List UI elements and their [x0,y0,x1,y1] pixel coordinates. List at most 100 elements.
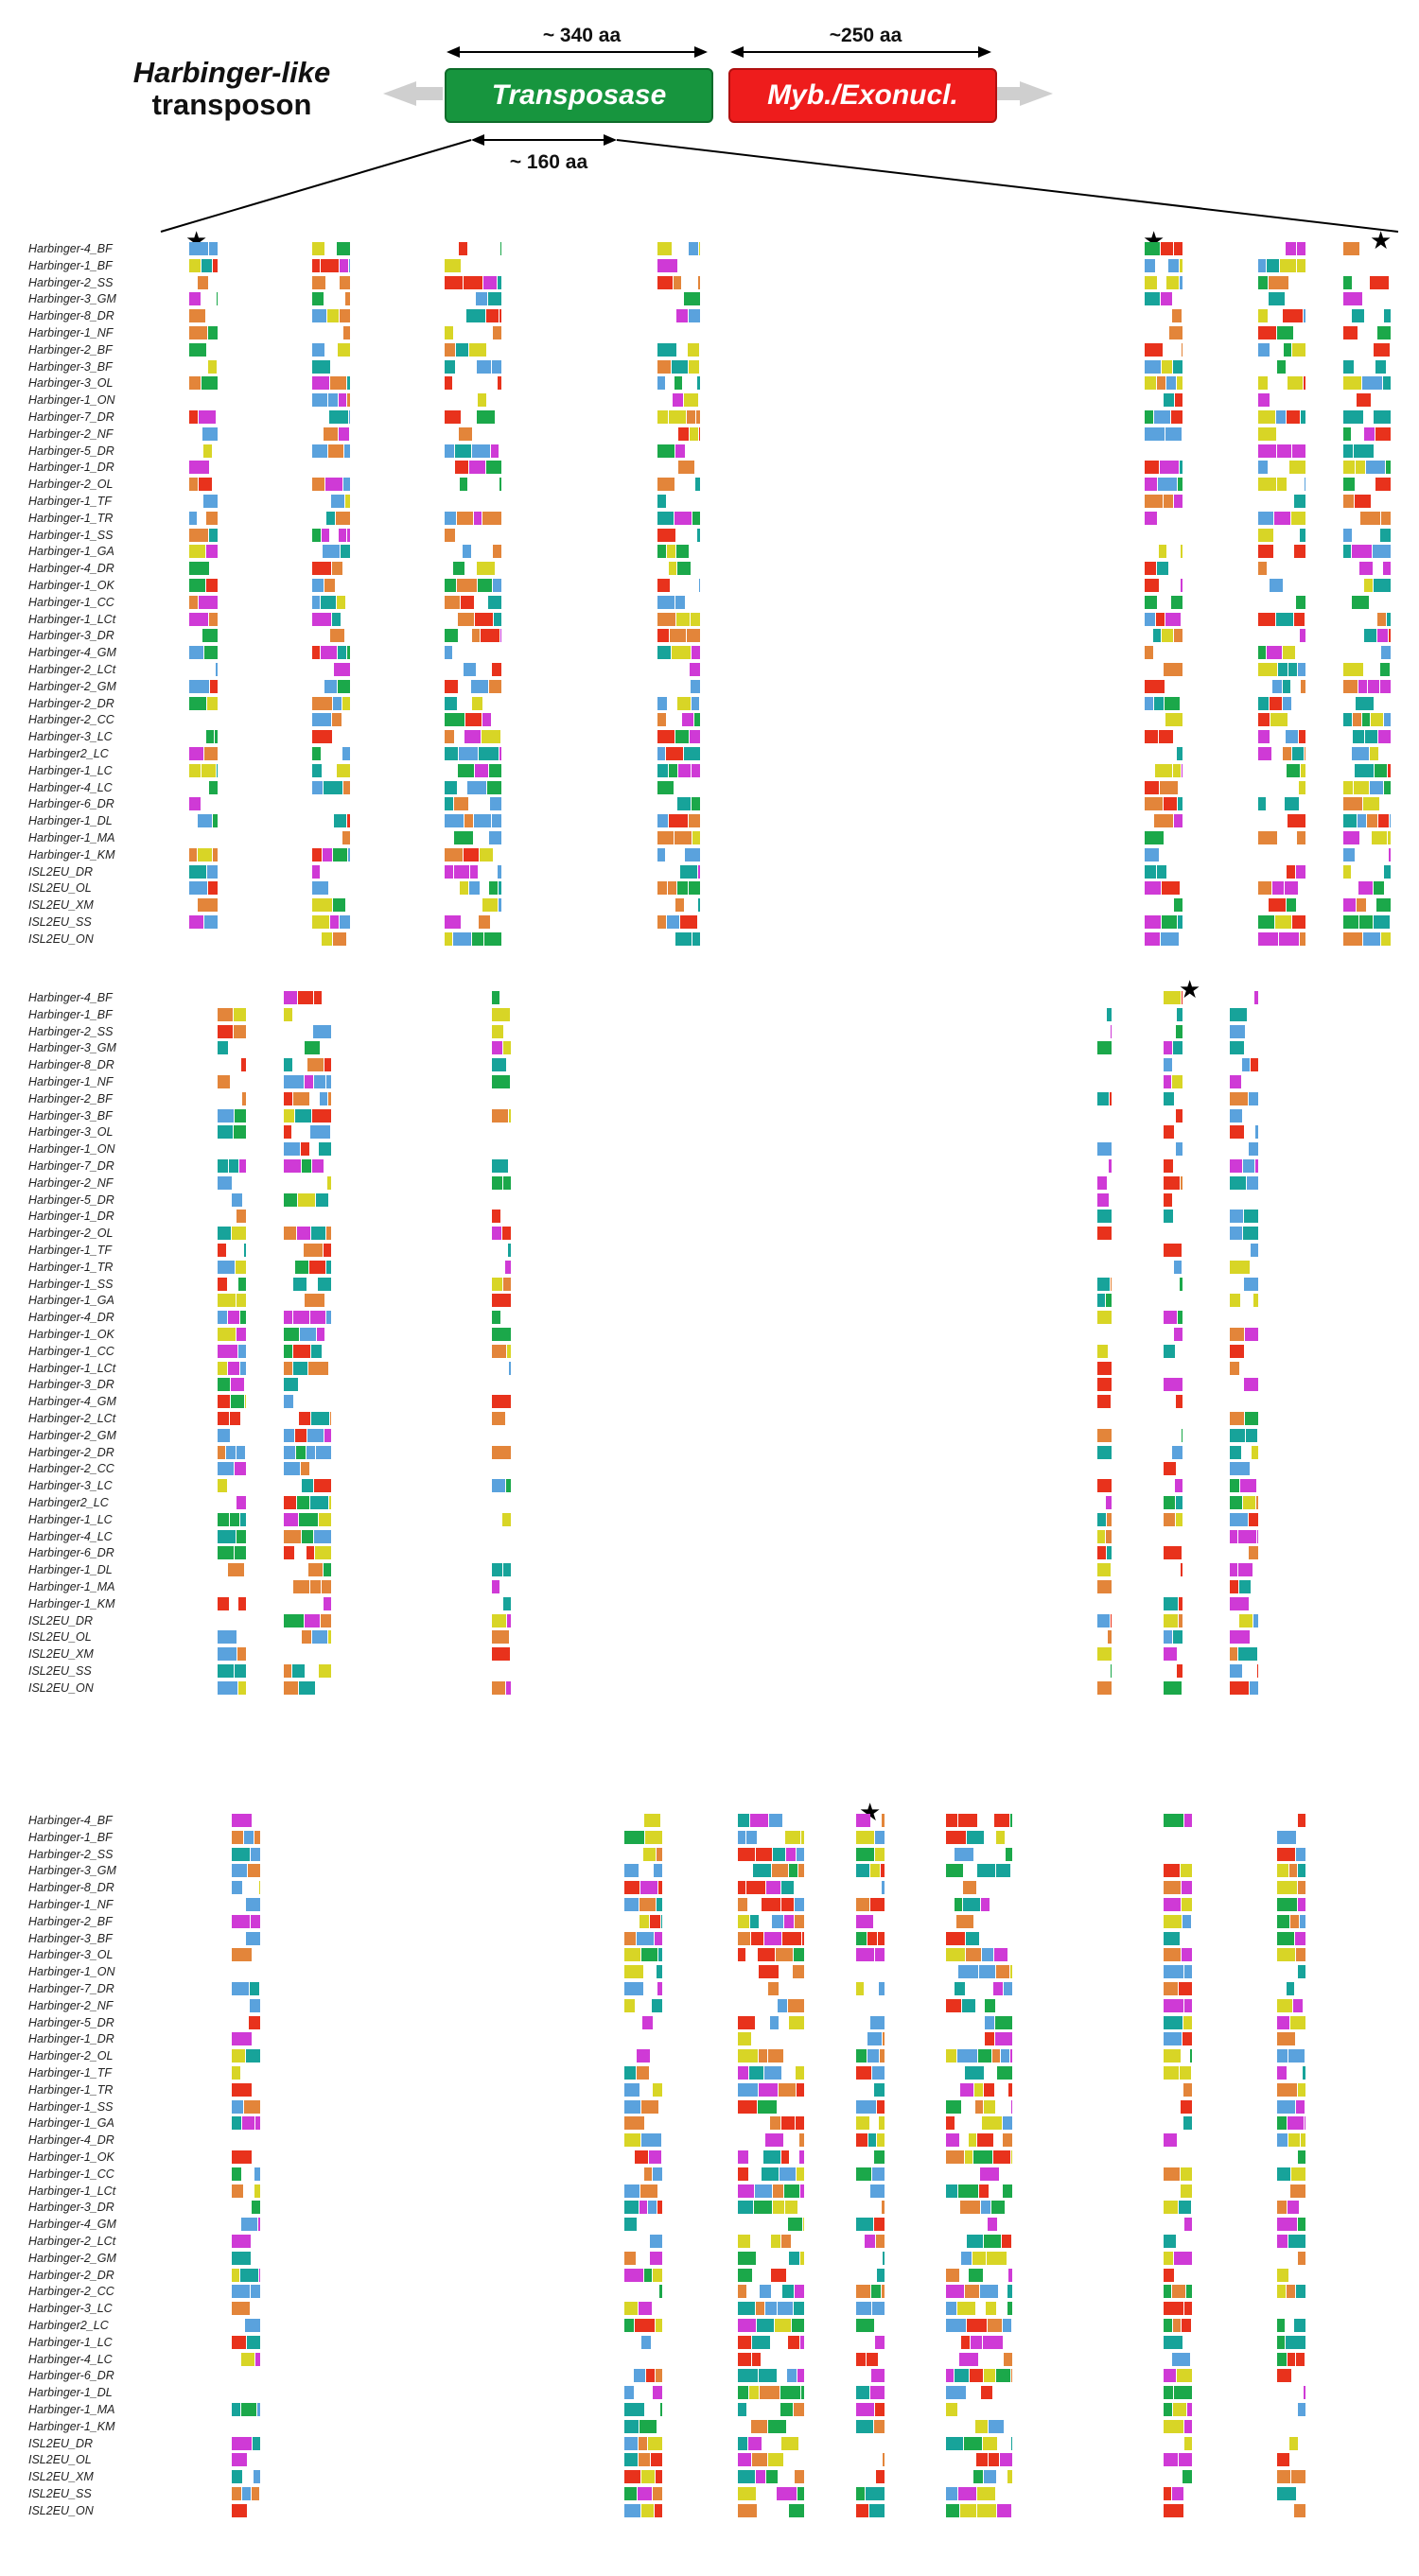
residue-cell [1249,1091,1258,1105]
residue-cell [244,1830,254,1844]
residue-cell [1106,1496,1112,1509]
residue-cell [1182,1914,1191,1928]
residue-cell [985,2015,994,2029]
residue-cell [1164,2235,1176,2248]
sequence-name: Harbinger-6_DR [28,797,114,811]
sequence-row: Harbinger-7_DR [0,1158,1419,1174]
sequence-name: Harbinger-2_DR [28,696,114,710]
residue-cell [445,864,453,879]
residue-cell [1298,1881,1305,1895]
residue-cell [1161,242,1173,255]
residue-cell [1145,426,1165,441]
sequence-row: Harbinger-2_CC [0,712,1419,727]
residue-cell [1173,359,1182,374]
residue-cell [692,931,700,946]
residue-track [0,2352,1419,2367]
residue-track [0,2419,1419,2434]
residue-cell [339,393,346,408]
residue-cell [218,1512,229,1526]
residue-cell [1247,1175,1258,1190]
residue-cell [484,931,501,946]
residue-cell [781,2150,789,2164]
residue-track [0,914,1419,930]
residue-cell [1230,1361,1239,1375]
residue-cell [206,730,214,744]
residue-cell [875,1948,885,1962]
residue-cell [653,2268,662,2282]
residue-cell [1097,1546,1106,1560]
residue-cell [965,2285,979,2299]
sequence-row: Harbinger-3_LC [0,2301,1419,2316]
residue-cell [1230,1328,1244,1341]
sequence-row: Harbinger-1_CC [0,2167,1419,2182]
residue-cell [677,797,691,811]
residue-cell [1354,780,1369,794]
residue-cell [1183,2082,1192,2097]
residue-cell [775,2319,791,2332]
residue-track [0,612,1419,627]
residue-cell [690,730,700,744]
residue-cell [241,2218,257,2232]
sequence-name: Harbinger-2_GM [28,1428,116,1442]
residue-cell [794,2302,804,2316]
sequence-row: Harbinger2_LC [0,746,1419,761]
residue-cell [1230,1445,1241,1459]
residue-cell [499,747,501,760]
residue-cell [1002,2235,1011,2248]
residue-track [0,2469,1419,2484]
residue-cell [299,1680,315,1695]
residue-cell [800,2184,804,2198]
residue-cell [312,696,332,710]
residue-cell [1277,1847,1295,1861]
residue-cell [1378,814,1389,828]
residue-cell [1230,1512,1248,1526]
residue-track [0,679,1419,694]
residue-cell [648,2201,657,2215]
residue-track [0,409,1419,425]
sequence-row: Harbinger-4_DR [0,1310,1419,1325]
residue-cell [1174,2251,1192,2265]
residue-cell [1300,931,1305,946]
residue-cell [738,2302,755,2316]
residue-cell [1182,2319,1191,2332]
residue-cell [1164,2369,1176,2383]
residue-cell [650,1914,660,1928]
residue-cell [284,1680,298,1695]
residue-cell [986,2302,996,2316]
residue-track [0,1981,1419,1996]
residue-cell [284,1512,298,1526]
residue-cell [1292,342,1305,357]
residue-cell [784,1914,794,1928]
residue-track [0,1411,1419,1426]
sequence-row: Harbinger-2_BF [0,342,1419,357]
residue-cell [1164,991,1181,1004]
residue-cell [258,2218,260,2232]
residue-cell [1280,258,1296,272]
residue-cell [189,915,203,929]
residue-cell [459,426,472,441]
sequence-row: Harbinger-1_BF [0,1007,1419,1022]
residue-cell [1164,2386,1173,2400]
residue-cell [206,545,218,559]
residue-track [0,1830,1419,1845]
residue-cell [1295,1931,1305,1945]
residue-cell [1184,2419,1192,2433]
residue-cell [232,1830,243,1844]
residue-cell [284,991,297,1004]
residue-cell [1164,1596,1178,1610]
residue-cell [758,1948,775,1962]
sequence-name: Harbinger-1_OK [28,1328,114,1341]
residue-cell [255,2116,260,2131]
residue-cell [307,1058,324,1072]
residue-cell [189,258,201,272]
residue-cell [1010,1814,1012,1827]
residue-cell [1303,2066,1305,2080]
residue-cell [218,1041,228,1055]
residue-cell [967,2235,983,2248]
residue-cell [1145,646,1153,660]
residue-cell [757,2319,774,2332]
residue-cell [1010,2049,1012,2063]
residue-cell [1291,2470,1305,2484]
residue-cell [463,545,471,559]
residue-cell [206,579,218,592]
